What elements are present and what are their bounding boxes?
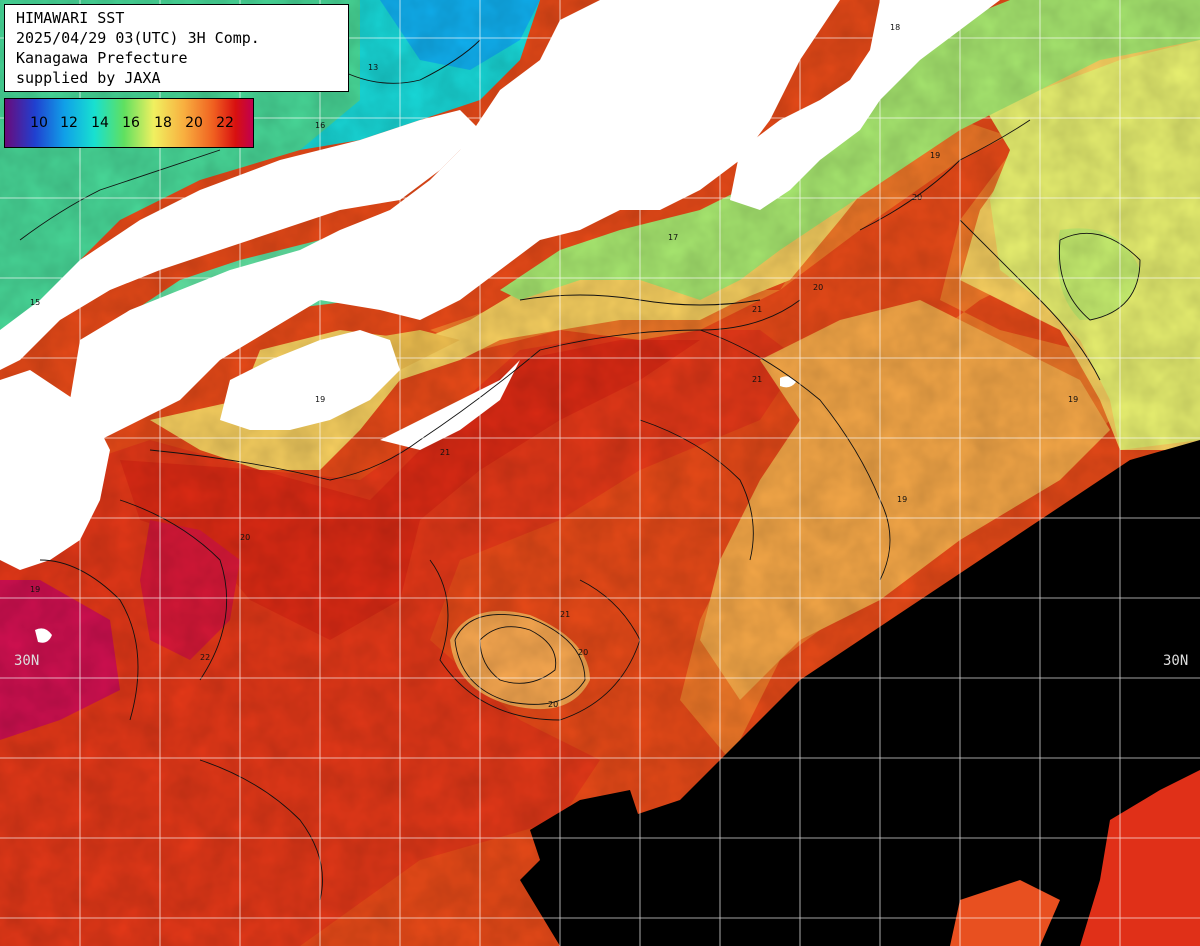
- contour-label: 20: [912, 193, 922, 202]
- contour-label: 18: [890, 23, 900, 32]
- land-island-small: [640, 95, 645, 99]
- land-kyushu: [0, 370, 110, 570]
- contour-label: 21: [752, 375, 762, 384]
- contour-lines: [19, 39, 1141, 901]
- lat-label-right: 30N: [1163, 653, 1189, 669]
- data-credit: supplied by JAXA: [16, 69, 161, 87]
- legend-tick: 22: [216, 115, 234, 131]
- contour-label: 19: [930, 151, 940, 160]
- legend-tick: 14: [91, 115, 109, 131]
- land-shikoku: [220, 330, 400, 430]
- contour-label: 21: [752, 305, 762, 314]
- legend-tick: 20: [185, 115, 203, 131]
- contour-label: 22: [200, 653, 210, 662]
- timestamp: 2025/04/29 03(UTC) 3H Comp.: [16, 29, 260, 47]
- contour-label: 20: [548, 700, 558, 709]
- contour-label: 19: [897, 495, 907, 504]
- contour-label: 21: [560, 610, 570, 619]
- publisher: Kanagawa Prefecture: [16, 49, 188, 67]
- contour-label: 13: [368, 63, 378, 72]
- contour-label: 20: [240, 533, 250, 542]
- land-tokyo-bay: [730, 0, 1000, 210]
- land-island-izu: [780, 376, 796, 388]
- no-data-patch: [530, 790, 640, 860]
- land-island-tanegashima: [35, 628, 52, 643]
- no-data-region: [520, 440, 1200, 946]
- contour-label: 19: [30, 585, 40, 594]
- warm-patch-se-2: [950, 880, 1060, 946]
- warm-patch-se: [1080, 770, 1200, 946]
- contour-label: 15: [30, 298, 40, 307]
- contour-label: 20: [578, 648, 588, 657]
- land-kii: [380, 360, 520, 450]
- product-title: HIMAWARI SST: [16, 9, 125, 27]
- legend-tick: 10: [30, 115, 48, 131]
- legend-tick: 12: [60, 115, 78, 131]
- temperature-legend: 10 12 14 16 18 20 22: [4, 98, 254, 148]
- lat-label-left: 30N: [14, 653, 40, 669]
- legend-tick: 16: [122, 115, 140, 131]
- contour-label: 21: [440, 448, 450, 457]
- contour-label: 17: [668, 233, 678, 242]
- legend-tick: 18: [154, 115, 172, 131]
- contour-labels: 19 20 21 19 20 21 19 20 21 19 20 22 17 1…: [30, 23, 1078, 709]
- land-honshu: [70, 0, 840, 440]
- contour-label: 19: [1068, 395, 1078, 404]
- contour-label: 20: [813, 283, 823, 292]
- title-box: HIMAWARI SST 2025/04/29 03(UTC) 3H Comp.…: [4, 4, 349, 92]
- legend-gradient: [5, 99, 253, 147]
